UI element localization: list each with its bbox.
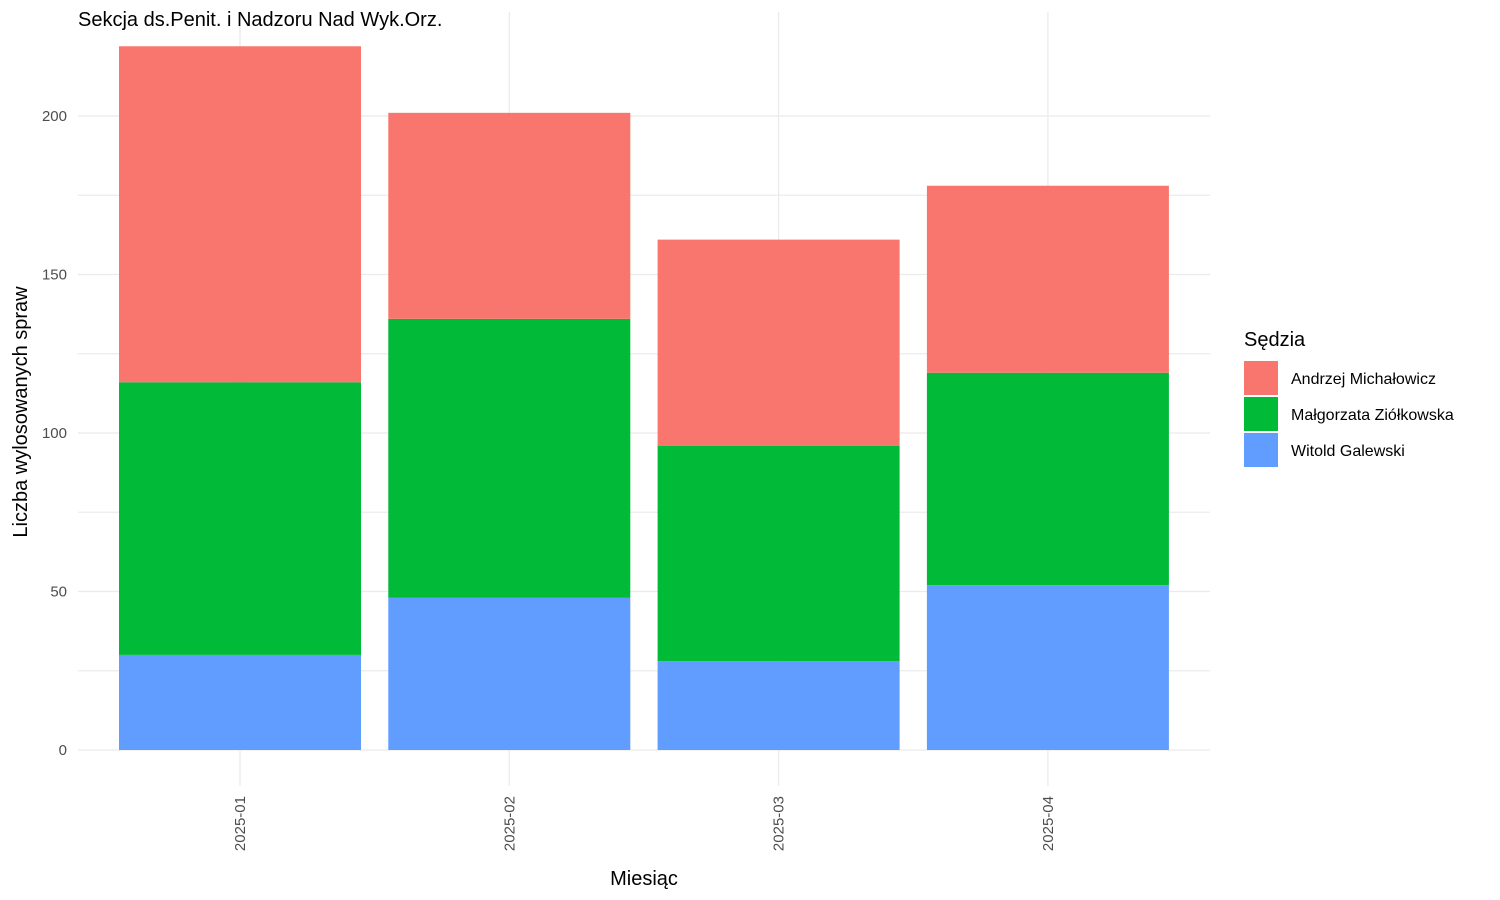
legend-swatch [1244, 361, 1278, 395]
legend-label: Witold Galewski [1291, 443, 1405, 460]
x-tick-label: 2025-01 [232, 796, 249, 851]
y-tick-label: 150 [42, 267, 67, 284]
legend-title: Sędzia [1244, 329, 1306, 351]
legend-label: Małgorzata Ziółkowska [1291, 407, 1454, 424]
y-tick-label: 50 [50, 584, 67, 601]
chart-title: Sekcja ds.Penit. i Nadzoru Nad Wyk.Orz. [78, 9, 442, 31]
y-tick-label: 0 [59, 742, 67, 759]
y-tick-label: 200 [42, 108, 67, 125]
bar-segment [926, 585, 1169, 750]
bar-segment [119, 46, 361, 383]
y-axis-title: Liczba wylosowanych spraw [10, 286, 32, 538]
bar-segment [926, 372, 1169, 586]
bar-segment [119, 382, 361, 655]
legend-label: Andrzej Michałowicz [1291, 371, 1436, 388]
x-axis-title: Miesiąc [610, 868, 678, 890]
bar-segment [926, 185, 1169, 373]
legend-swatch [1244, 433, 1278, 467]
bar-segment [657, 445, 900, 662]
bar-layer [119, 46, 1169, 750]
legend: Sędzia Andrzej Michałowicz Małgorzata Zió… [1244, 329, 1454, 467]
axis-layer: 0 50 100 150 200 2025-01 2025-02 2025-03 2025-04 [42, 108, 1057, 851]
bar-segment [657, 661, 900, 750]
y-tick-label: 100 [42, 425, 67, 442]
x-tick-label: 2025-02 [501, 796, 518, 851]
bar-segment [388, 112, 631, 319]
x-tick-label: 2025-03 [771, 796, 788, 851]
bar-segment [388, 597, 631, 750]
legend-items: Andrzej Michałowicz Małgorzata Ziółkowska… [1244, 361, 1454, 467]
x-tick-label: 2025-04 [1040, 796, 1057, 851]
bar-segment [657, 239, 900, 446]
bar-segment [119, 654, 361, 750]
legend-swatch [1244, 397, 1278, 431]
bar-segment [388, 318, 631, 598]
